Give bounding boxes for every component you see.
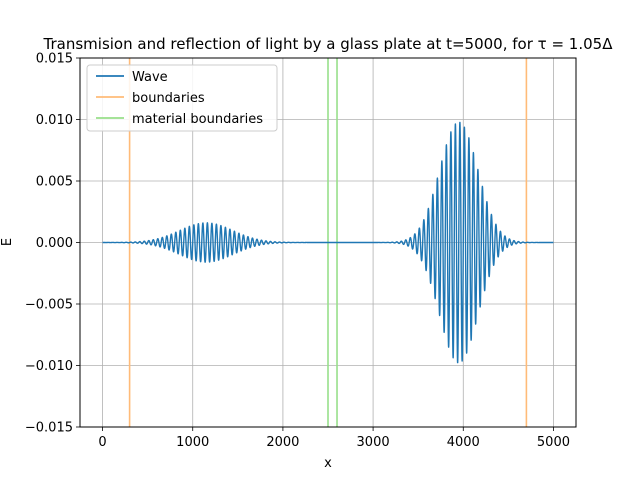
tick-layer: 0 1000 2000 3000 4000 5000 −0.015 −0.010 −0.005 0… <box>25 52 570 451</box>
x-tick-label: 3000 <box>357 435 390 450</box>
legend-label-boundaries: boundaries <box>132 91 205 106</box>
y-tick-label: 0.000 <box>36 236 73 251</box>
legend-label-wave: Wave <box>132 70 168 85</box>
x-tick-label: 2000 <box>266 435 299 450</box>
wave-line <box>101 121 555 364</box>
chart-title: Transmision and reflection of light by a… <box>43 35 614 53</box>
legend: Wave boundaries material boundaries <box>86 64 278 132</box>
y-axis-label: E <box>0 238 15 246</box>
legend-box <box>86 64 278 132</box>
x-tick-label: 4000 <box>447 435 480 450</box>
y-tick-label: −0.015 <box>25 421 73 436</box>
x-tick-label: 1000 <box>176 435 209 450</box>
y-tick-label: 0.010 <box>36 113 73 128</box>
y-tick-label: −0.005 <box>25 298 73 313</box>
legend-label-material-boundaries: material boundaries <box>132 112 263 127</box>
x-tick-label: 5000 <box>537 435 570 450</box>
x-tick-label: 0 <box>98 435 106 450</box>
y-tick-label: 0.015 <box>36 52 73 67</box>
x-axis-label: x <box>324 456 332 471</box>
y-tick-label: 0.005 <box>36 175 73 190</box>
y-tick-label: −0.010 <box>25 359 73 374</box>
